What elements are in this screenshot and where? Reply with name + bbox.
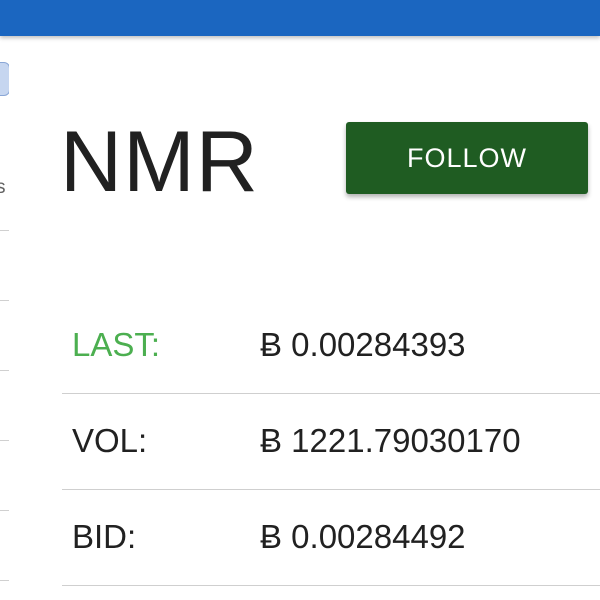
stat-row-last: LAST: Ƀ 0.00284393 — [62, 298, 600, 394]
sidebar-divider — [0, 440, 9, 441]
stat-row-volume: VOL: Ƀ 1221.79030170 — [62, 394, 600, 490]
stat-value: Ƀ 0.00284492 — [260, 518, 466, 555]
market-stats: LAST: Ƀ 0.00284393 VOL: Ƀ 1221.79030170 … — [62, 298, 600, 586]
follow-button[interactable]: FOLLOW — [346, 122, 588, 194]
stat-label: LAST: — [72, 326, 161, 363]
stat-value: Ƀ 0.00284393 — [260, 326, 466, 363]
sidebar-partial-text: s — [0, 177, 6, 198]
sidebar-divider — [0, 230, 9, 231]
sidebar-divider — [0, 580, 9, 581]
sidebar-divider — [0, 370, 9, 371]
stat-value: Ƀ 1221.79030170 — [260, 422, 521, 459]
stat-label: VOL: — [72, 422, 148, 459]
sidebar-partial: s — [0, 36, 9, 600]
sidebar-divider — [0, 300, 9, 301]
coin-symbol-title: NMR — [60, 114, 259, 210]
sidebar-chip[interactable] — [0, 62, 9, 96]
stat-row-bid: BID: Ƀ 0.00284492 — [62, 490, 600, 586]
stat-label: BID: — [72, 518, 137, 555]
sidebar-divider — [0, 510, 9, 511]
top-app-bar — [0, 0, 600, 36]
